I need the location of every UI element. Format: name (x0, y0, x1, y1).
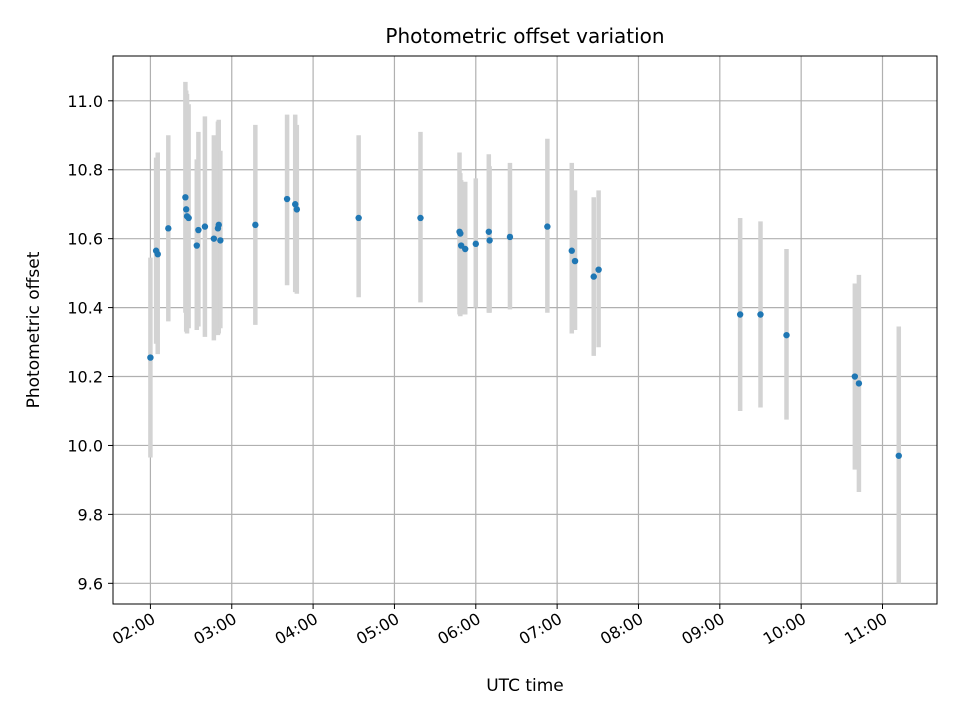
data-point (355, 214, 362, 222)
data-points (147, 194, 902, 459)
data-point (210, 235, 218, 242)
data-point (485, 228, 493, 235)
x-axis-title: UTC time (486, 676, 564, 696)
data-point (293, 206, 301, 213)
data-point (590, 273, 597, 280)
data-point (506, 233, 514, 241)
data-point (568, 247, 575, 254)
data-point (201, 223, 209, 230)
data-point (283, 195, 291, 203)
data-point (783, 331, 790, 339)
data-point (252, 221, 259, 229)
data-point (544, 223, 551, 230)
y-axis-title: Photometric offset (24, 251, 44, 408)
data-point (736, 311, 744, 318)
y-tick-label: 9.8 (78, 505, 103, 524)
y-tick-label: 11.0 (67, 92, 103, 111)
y-tick-label: 10.0 (67, 436, 103, 455)
data-point (472, 240, 479, 248)
data-point (215, 221, 222, 229)
data-point (571, 257, 579, 265)
y-tick-label: 9.6 (78, 574, 103, 593)
data-point (165, 225, 172, 232)
y-axis: 9.6 9.8 10.0 10.2 10.4 10.6 10.8 11.0 (67, 92, 113, 593)
data-point (457, 230, 464, 237)
y-tick-label: 10.6 (67, 230, 103, 249)
data-point (193, 242, 200, 249)
data-point (147, 354, 154, 361)
plot-frame (112, 55, 938, 605)
y-tick-label: 10.8 (67, 161, 103, 180)
data-point (895, 452, 902, 459)
data-point (292, 201, 299, 208)
chart-title: Photometric offset variation (385, 24, 664, 48)
data-point (154, 250, 161, 258)
data-point (851, 373, 859, 380)
data-point (185, 214, 192, 222)
data-point (417, 214, 424, 222)
data-point (595, 266, 602, 273)
data-point (195, 226, 202, 234)
y-tick-label: 10.2 (67, 368, 103, 387)
data-point (486, 237, 493, 244)
data-point (217, 237, 224, 244)
data-point (855, 380, 863, 387)
data-point (183, 206, 190, 213)
data-point (757, 311, 764, 318)
data-point (182, 194, 189, 201)
data-point (462, 245, 469, 253)
y-tick-label: 10.4 (67, 299, 103, 318)
grid (113, 56, 937, 604)
